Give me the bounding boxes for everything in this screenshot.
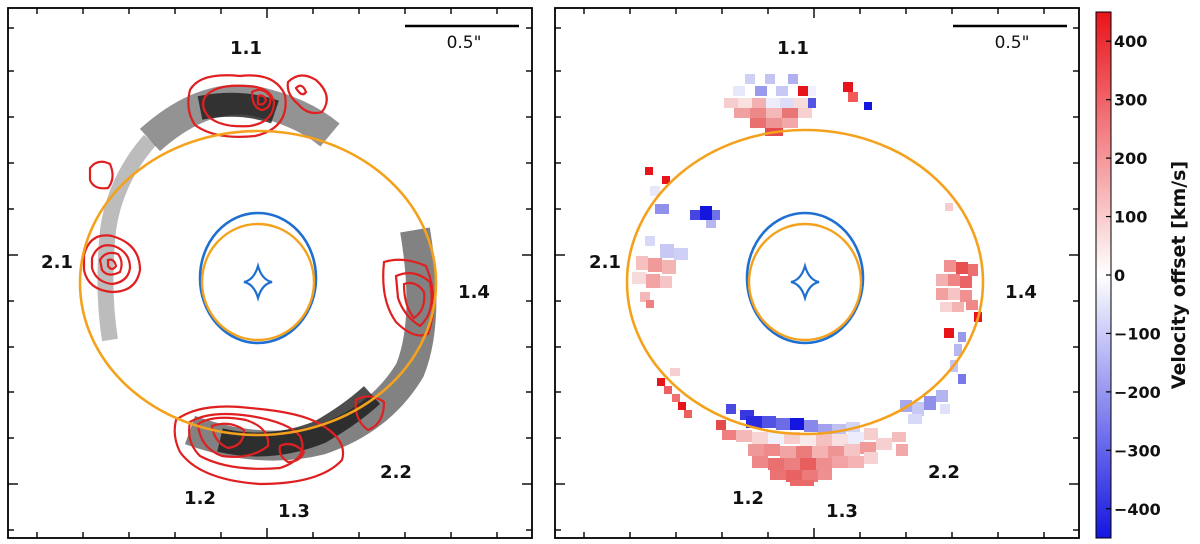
- colorbar-tick-label: −200: [1114, 383, 1161, 402]
- scale-bar-label: 0.5": [447, 33, 482, 53]
- contour: [196, 416, 270, 458]
- contour: [187, 74, 287, 138]
- contour: [294, 84, 308, 96]
- critical-curve-outer: [625, 128, 985, 436]
- left-arc-image: [78, 74, 438, 486]
- contour: [82, 234, 142, 294]
- contour: [394, 271, 433, 328]
- colorbar-ticks: 400 300 200 100 0 −100 −200 −300 −400: [1106, 32, 1161, 519]
- velocity-map: [625, 74, 985, 486]
- critical-curve-inner: [747, 222, 863, 342]
- colorbar-tick-label: −400: [1114, 500, 1161, 519]
- right-ticks: [555, 8, 1079, 538]
- image-label: 1.4: [1005, 282, 1037, 303]
- image-label: 2.1: [589, 252, 621, 273]
- arc-left: [97, 134, 157, 342]
- colorbar-tick-label: −300: [1114, 441, 1161, 460]
- contour: [188, 412, 304, 470]
- critical-curve-outer: [78, 129, 438, 437]
- image-label: 1.2: [732, 488, 764, 509]
- contour: [106, 258, 118, 271]
- pixel-cluster-top: [724, 74, 872, 136]
- colorbar-title: Velocity offset [km/s]: [1168, 161, 1190, 389]
- colorbar-tick-label: 400: [1114, 32, 1147, 51]
- image-label: 1.4: [458, 282, 490, 303]
- pixel-cluster-left: [632, 167, 953, 308]
- left-ticks: [8, 8, 532, 538]
- image-label: 1.3: [278, 501, 310, 522]
- image-label: 2.1: [41, 252, 73, 273]
- contour: [201, 84, 276, 128]
- contour: [90, 244, 132, 286]
- contour: [382, 258, 435, 337]
- contour: [173, 405, 345, 486]
- contour: [402, 281, 426, 320]
- contour: [98, 251, 123, 276]
- left-panel: 0.5" 1.1 2.1 1.4 1.2 1.3 2.2: [7, 7, 533, 539]
- image-label: 2.2: [380, 462, 412, 483]
- arc-top-core: [197, 92, 279, 124]
- image-label: 1.2: [184, 488, 216, 509]
- contours: [82, 74, 435, 486]
- contour: [354, 395, 386, 432]
- scale-bar-label: 0.5": [995, 33, 1030, 53]
- right-panel: 0.5" 1.1 2.1 1.4 1.2 1.3 2.2: [554, 7, 1080, 539]
- caustic-diamond: [243, 262, 273, 302]
- pixel-cluster-right: [936, 260, 982, 384]
- colorbar-tick-label: 200: [1114, 149, 1147, 168]
- contour: [210, 422, 246, 450]
- contour: [286, 74, 328, 115]
- image-label: 1.1: [230, 38, 262, 59]
- pixel-cluster-bottom: [657, 368, 950, 486]
- image-label: 2.2: [928, 462, 960, 483]
- right-frame: [554, 7, 1080, 539]
- colorbar: 400 300 200 100 0 −100 −200 −300 −400 Velocity o…: [1095, 11, 1190, 539]
- colorbar-tick-label: 300: [1114, 91, 1147, 110]
- critical-curve-inner: [200, 222, 316, 342]
- contour: [88, 160, 114, 190]
- contour: [250, 88, 272, 112]
- caustic-curve-outer: [745, 211, 865, 345]
- image-label: 1.3: [826, 501, 858, 522]
- caustic-diamond: [790, 262, 820, 302]
- contour: [256, 94, 268, 106]
- contour: [278, 442, 306, 464]
- colorbar-tick-label: 100: [1114, 208, 1147, 227]
- colorbar-tick-label: −100: [1114, 324, 1161, 343]
- image-label: 1.1: [777, 38, 809, 59]
- left-frame: [7, 7, 533, 539]
- colorbar-tick-label: 0: [1114, 266, 1125, 285]
- caustic-curve-outer: [198, 211, 318, 345]
